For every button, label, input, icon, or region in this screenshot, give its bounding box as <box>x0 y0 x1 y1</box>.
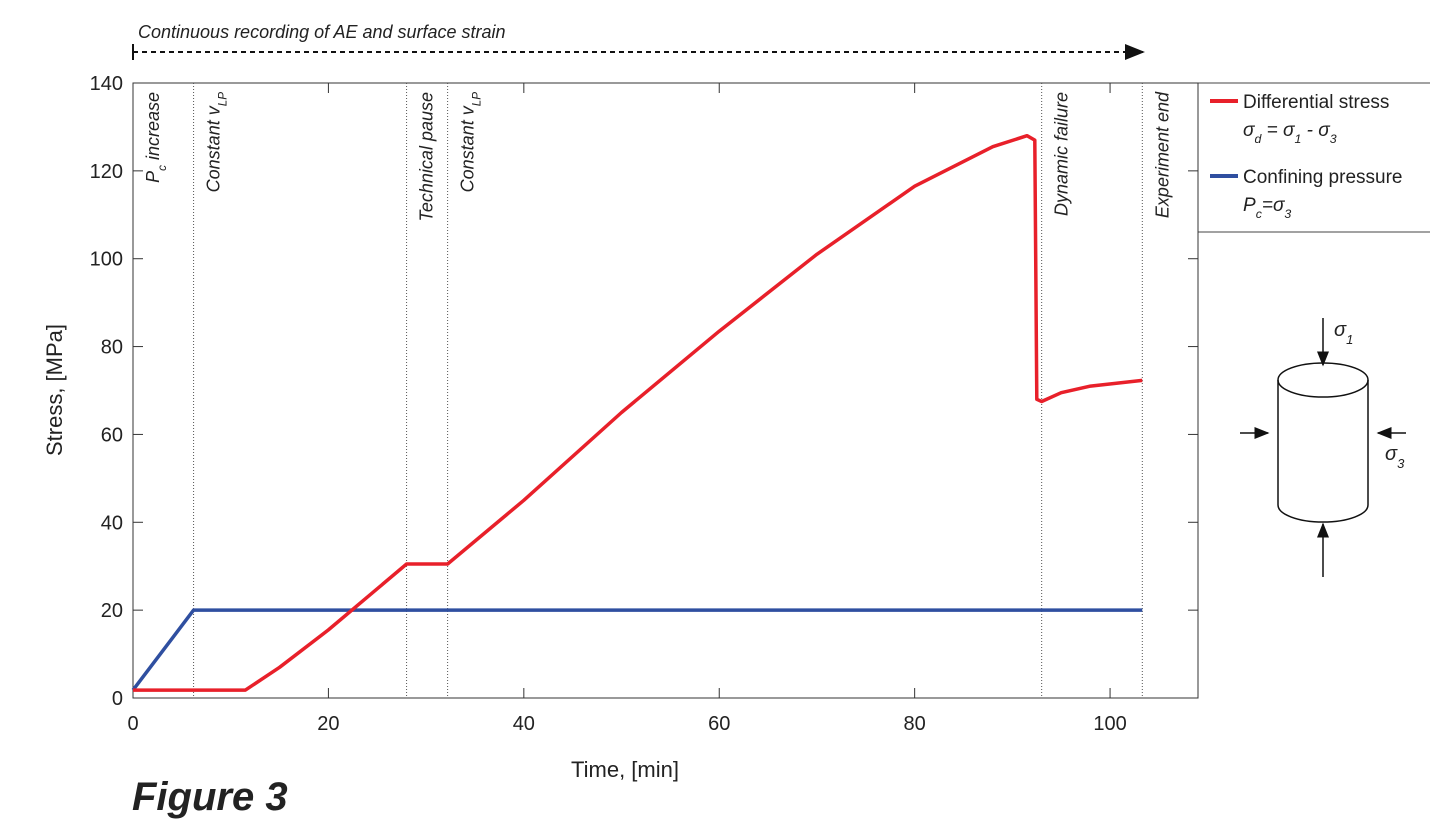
x-tick-label: 100 <box>1093 713 1126 735</box>
phase-label: Pc increase <box>143 92 169 183</box>
x-tick-label: 20 <box>317 713 339 735</box>
phase-label: Constant vLP <box>204 92 230 193</box>
diagram-label: σ1 <box>1334 319 1353 347</box>
y-tick-label: 20 <box>101 600 123 622</box>
subscript: 3 <box>1284 207 1291 221</box>
phase-label: Technical pause <box>417 92 437 221</box>
text-part: = σ <box>1261 120 1296 141</box>
subscript: LP <box>470 92 483 107</box>
phase-label: Experiment end <box>1152 91 1172 218</box>
diagram-label: σ3 <box>1385 443 1405 471</box>
legend-formula: σd = σ1 - σ3 <box>1243 120 1337 146</box>
text-part: Technical pause <box>417 92 437 221</box>
phase-label: Constant vLP <box>458 92 484 193</box>
text-part: P <box>1243 195 1256 216</box>
legend <box>1198 82 1430 233</box>
subscript: c <box>1256 207 1263 221</box>
subscript: 3 <box>1330 132 1337 146</box>
phase-label: Dynamic failure <box>1052 92 1072 216</box>
y-tick-label: 120 <box>90 161 123 183</box>
x-tick-label: 40 <box>513 713 535 735</box>
text-part: σ <box>1243 120 1256 141</box>
plot-frame <box>132 82 1199 699</box>
legend-formula: Pc=σ3 <box>1243 195 1291 221</box>
text-part: σ <box>1334 319 1347 341</box>
subscript: 1 <box>1346 332 1353 347</box>
figure-label: Figure 3 <box>132 775 288 819</box>
x-tick-label: 60 <box>708 713 730 735</box>
legend-label: Differential stress <box>1243 92 1389 113</box>
text-part: - σ <box>1301 120 1331 141</box>
subscript: LP <box>216 92 229 107</box>
y-tick-label: 0 <box>112 688 123 710</box>
text-part: =σ <box>1262 195 1286 216</box>
text-part: Dynamic failure <box>1052 92 1072 216</box>
x-tick-label: 80 <box>904 713 926 735</box>
subscript: 1 <box>1294 132 1301 146</box>
annotation: Continuous recording of AE and surface s… <box>138 22 506 42</box>
text-part: P <box>143 171 163 183</box>
text-part: σ <box>1385 443 1398 465</box>
series-line <box>131 608 1143 692</box>
series-line <box>133 133 1143 692</box>
subscript: 3 <box>1397 456 1405 471</box>
text-part: Constant v <box>458 105 478 192</box>
x-tick-label: 0 <box>127 713 138 735</box>
y-tick-label: 60 <box>101 424 123 446</box>
legend-label: Confining pressure <box>1243 167 1402 188</box>
y-axis-label: Stress, [MPa] <box>42 324 67 456</box>
y-tick-label: 100 <box>90 249 123 271</box>
y-tick-label: 80 <box>101 337 123 359</box>
y-tick-label: 40 <box>101 512 123 534</box>
text-part: Experiment end <box>1152 91 1172 218</box>
subscript: c <box>156 165 169 171</box>
text-part: Constant v <box>204 105 224 192</box>
text-part: increase <box>143 92 163 165</box>
x-axis-label: Time, [min] <box>571 757 679 782</box>
y-tick-label: 140 <box>90 73 123 95</box>
specimen-diagram <box>1240 318 1406 577</box>
subscript: d <box>1254 132 1262 146</box>
